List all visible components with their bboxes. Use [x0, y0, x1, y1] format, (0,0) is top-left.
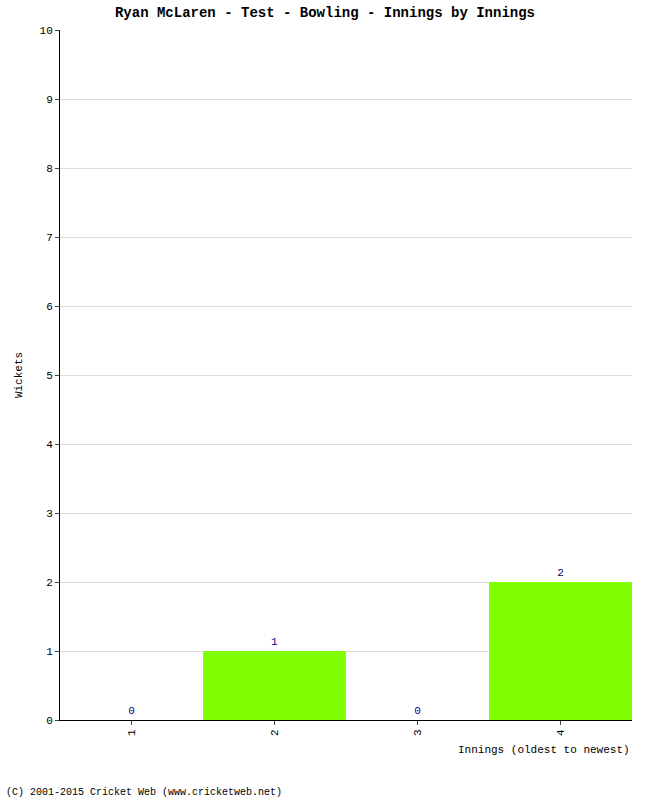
- svg-text:8: 8: [46, 163, 53, 175]
- svg-text:5: 5: [46, 370, 53, 382]
- svg-text:Wickets: Wickets: [13, 352, 25, 398]
- svg-text:2: 2: [557, 567, 564, 579]
- svg-text:(C) 2001-2015 Cricket Web (www: (C) 2001-2015 Cricket Web (www.cricketwe…: [6, 787, 282, 798]
- svg-text:1: 1: [271, 636, 278, 648]
- svg-text:4: 4: [555, 729, 567, 736]
- svg-text:10: 10: [40, 25, 53, 37]
- svg-text:0: 0: [46, 715, 53, 727]
- svg-text:2: 2: [46, 577, 53, 589]
- svg-text:6: 6: [46, 301, 53, 313]
- svg-text:Innings (oldest to newest): Innings (oldest to newest): [458, 744, 630, 756]
- svg-text:Ryan McLaren - Test - Bowling: Ryan McLaren - Test - Bowling - Innings …: [115, 5, 535, 21]
- svg-text:1: 1: [126, 729, 138, 736]
- svg-text:9: 9: [46, 94, 53, 106]
- svg-text:3: 3: [412, 729, 424, 736]
- svg-text:0: 0: [414, 705, 421, 717]
- svg-text:3: 3: [46, 508, 53, 520]
- svg-text:2: 2: [269, 729, 281, 736]
- svg-text:1: 1: [46, 646, 53, 658]
- svg-text:7: 7: [46, 232, 53, 244]
- svg-text:0: 0: [128, 705, 135, 717]
- svg-text:4: 4: [46, 439, 53, 451]
